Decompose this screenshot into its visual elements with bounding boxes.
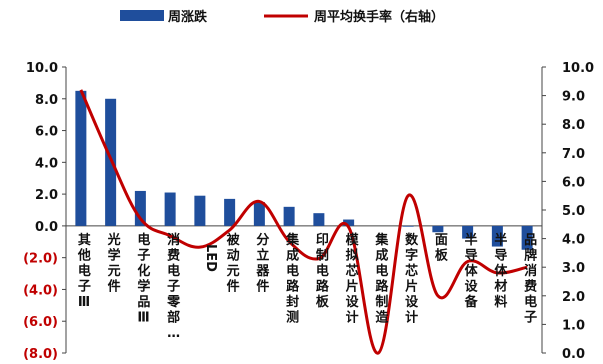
- legend-bar-swatch: [120, 10, 164, 21]
- legend: 周涨跌 周平均换手率（右轴）: [120, 9, 444, 25]
- bar: [432, 225, 444, 233]
- category-label: 印制电路板: [316, 233, 330, 310]
- right-tick-label: 0.0: [562, 347, 585, 362]
- legend-bar-label: 周涨跌: [168, 9, 208, 25]
- bar: [313, 213, 325, 226]
- category-label: 半导体材料: [494, 232, 508, 310]
- category-label: 其他电子 Ⅲ: [77, 232, 91, 310]
- left-tick-label: 0.0: [35, 220, 58, 235]
- bar: [224, 198, 236, 226]
- bar: [491, 225, 503, 247]
- right-tick-label: 1.0: [562, 318, 585, 333]
- right-tick-label: 8.0: [562, 118, 585, 133]
- category-label: 光学元件: [107, 232, 121, 295]
- category-label: 数字芯片设计: [405, 232, 419, 326]
- category-label: 分立器件: [255, 232, 270, 295]
- right-tick-label: 10.0: [562, 61, 594, 76]
- left-tick-label: (2.0): [23, 252, 58, 267]
- category-label: 集成电路封测: [285, 232, 300, 326]
- category-label: 电子化学品 Ⅲ: [137, 232, 150, 326]
- bar: [521, 225, 533, 250]
- bar: [134, 190, 146, 226]
- right-tick-label: 2.0: [562, 290, 585, 305]
- category-label: 集成电路制造: [374, 232, 389, 326]
- category-label: 消费电子零部…: [166, 232, 181, 341]
- right-tick-label: 3.0: [562, 261, 585, 276]
- bars: [75, 90, 533, 250]
- left-tick-label: 2.0: [35, 188, 58, 203]
- category-label: LED: [203, 244, 218, 272]
- left-tick-label: 10.0: [26, 61, 58, 76]
- left-tick-label: 8.0: [35, 93, 58, 108]
- turnover-line: [79, 89, 528, 355]
- right-tick-label: 6.0: [562, 175, 585, 190]
- left-tick-label: (4.0): [23, 283, 58, 298]
- left-tick-label: 6.0: [35, 125, 58, 140]
- category-label: 半导体设备: [464, 232, 479, 310]
- turnover-line-path: [79, 89, 528, 355]
- bar: [283, 206, 295, 226]
- bar: [343, 219, 355, 226]
- right-tick-label: 4.0: [562, 233, 585, 248]
- bar: [402, 225, 414, 227]
- category-label: 模拟芯片设计: [346, 232, 360, 326]
- bar: [253, 202, 265, 226]
- left-tick-label: 4.0: [35, 156, 58, 171]
- bar: [194, 195, 206, 226]
- category-label: 面板: [435, 233, 449, 264]
- axes: (8.0) (6.0) (4.0) (2.0) 0.0 2.0 4.0 6.0 8.0 10.0 0…: [23, 61, 594, 362]
- legend-line-label: 周平均换手率（右轴）: [314, 9, 444, 25]
- bar: [164, 192, 176, 226]
- left-tick-label: (6.0): [23, 315, 58, 330]
- right-tick-label: 5.0: [562, 204, 585, 219]
- bar: [462, 225, 474, 239]
- right-tick-label: 9.0: [562, 90, 585, 105]
- category-label: 品牌消费电子: [524, 233, 537, 326]
- bar: [75, 90, 87, 226]
- bar: [105, 98, 117, 226]
- category-label: 被动元件: [226, 232, 241, 295]
- left-tick-label: (8.0): [23, 347, 58, 362]
- right-tick-label: 7.0: [562, 147, 585, 162]
